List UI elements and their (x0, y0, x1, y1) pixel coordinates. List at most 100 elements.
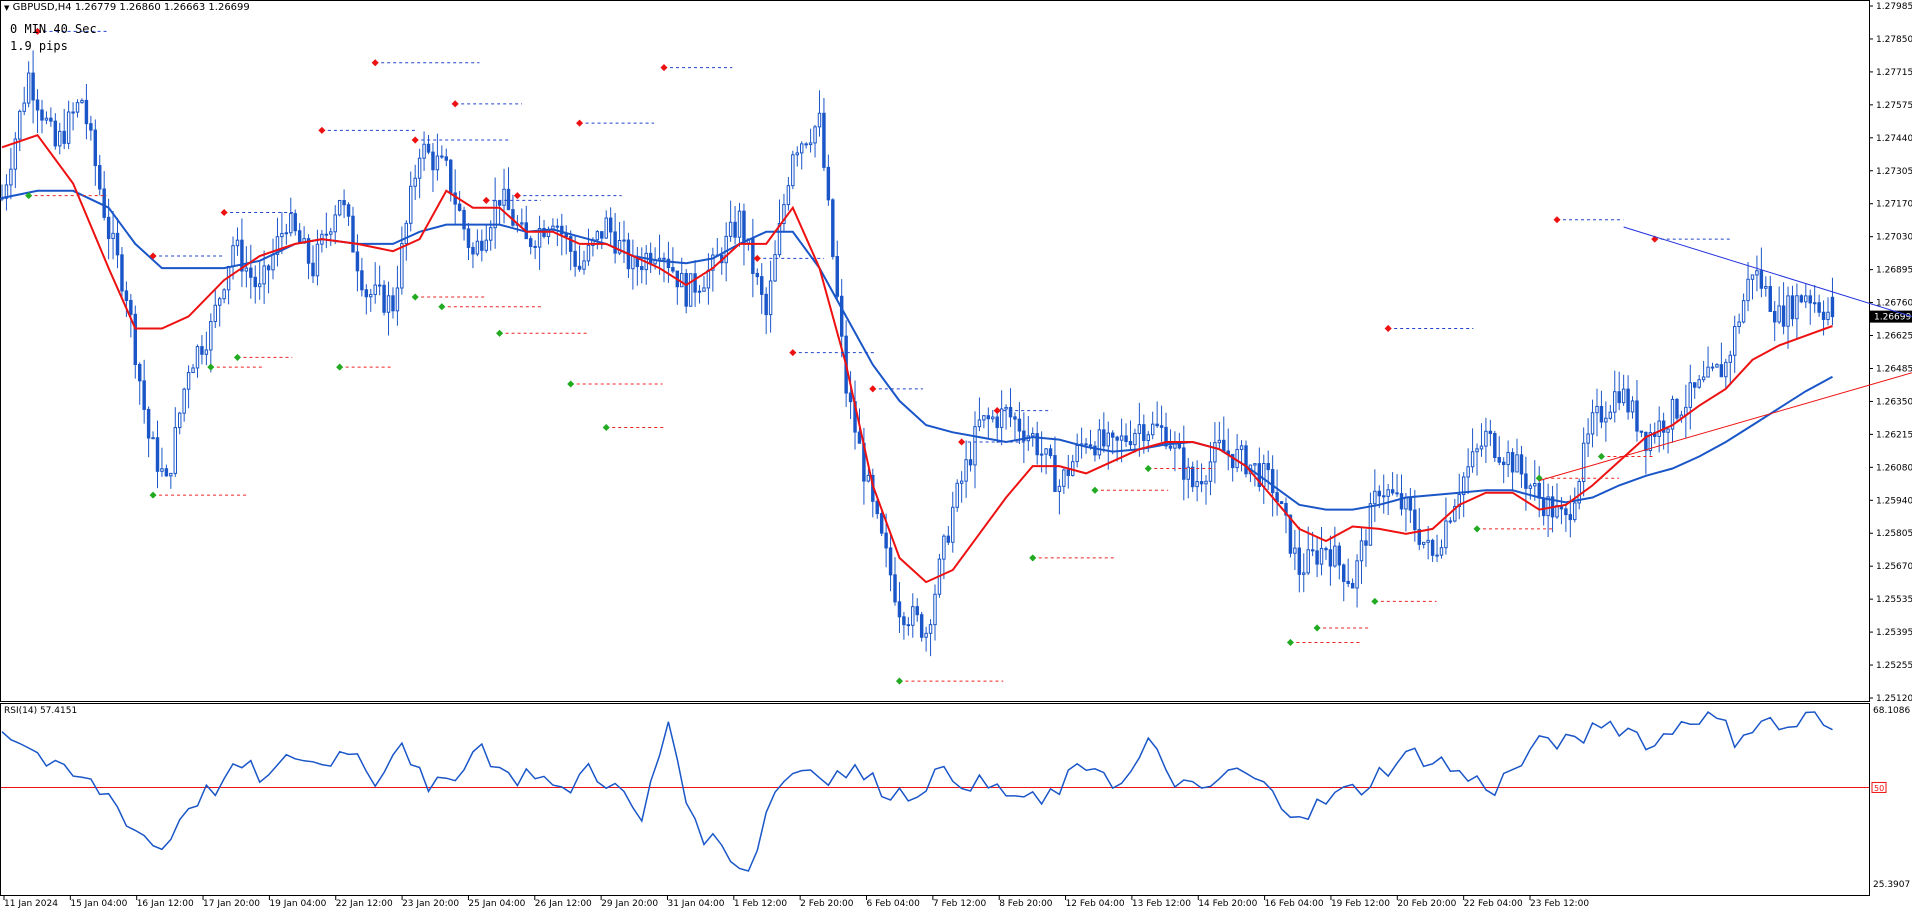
candle-bear (946, 535, 951, 543)
candle-bull (58, 130, 62, 147)
candle-bull (1528, 485, 1533, 489)
candle-bear (240, 239, 244, 272)
candle-bull (231, 245, 235, 268)
candle-bear (511, 209, 515, 226)
candle-bull (1057, 485, 1062, 492)
candle-bull (1484, 430, 1488, 447)
candle-bull (795, 152, 799, 156)
time-tick-label: 26 Jan 12:00 (535, 899, 592, 909)
swing-markers (25, 27, 1732, 685)
symbol-ohlc-line: GBPUSD,H4 1.26779 1.26860 1.26663 1.2669… (12, 2, 250, 13)
candle-bear (1168, 445, 1173, 449)
candle-bear (1719, 364, 1724, 378)
candle-bear (1115, 436, 1119, 441)
time-tick-label: 31 Jan 04:00 (667, 899, 724, 909)
candle-bear (142, 380, 146, 410)
candle-bull (1444, 520, 1448, 549)
swing-high-marker (451, 100, 459, 108)
candle-bull (1075, 445, 1079, 463)
candle-bear (1284, 502, 1288, 516)
candle-bull (1306, 549, 1310, 574)
candle-bear (1093, 445, 1097, 456)
candle-bull (773, 254, 777, 282)
candle-bear (1022, 430, 1026, 442)
candle-bear (146, 408, 151, 439)
candle-bull (1581, 442, 1586, 482)
candle-bear (1337, 545, 1342, 566)
candle-bull (1146, 434, 1150, 442)
candle-bear (449, 159, 453, 194)
candle-bull (1804, 295, 1808, 303)
candle-bull (1386, 489, 1390, 497)
candle-bull (1404, 497, 1408, 510)
candle-bull (595, 231, 600, 241)
candle-bear (1817, 302, 1821, 313)
candle-bear (760, 276, 764, 295)
candle-bear (293, 213, 297, 232)
time-tick-label: 11 Jan 2024 (4, 899, 58, 909)
candle-bear (106, 216, 111, 239)
candle-bull (813, 126, 817, 144)
swing-low-marker (895, 677, 903, 685)
candle-bear (53, 120, 58, 147)
candle-bear (1395, 492, 1399, 495)
candle-bear (377, 284, 382, 287)
candle-bull (1204, 480, 1208, 485)
candle-bear (1350, 582, 1355, 589)
candle-bull (1666, 428, 1670, 433)
collapse-triangle-icon[interactable]: ▼ (4, 4, 10, 12)
candle-bull (1208, 461, 1213, 482)
candle-bull (1239, 445, 1244, 450)
candle-bull (866, 474, 871, 482)
candle-bull (808, 142, 813, 146)
candle-bull (271, 253, 275, 271)
candle-bear (560, 225, 564, 235)
candle-bull (942, 535, 946, 560)
candle-bull (324, 233, 329, 236)
candle-bear (1497, 456, 1501, 463)
price-tick-label: 1.25120 (1876, 694, 1912, 704)
candle-bull (9, 168, 13, 186)
candle-bear (1128, 440, 1133, 446)
candle-bear (1524, 473, 1528, 489)
swing-low-marker (233, 353, 242, 361)
candle-bull (1604, 417, 1608, 423)
candle-bear (1035, 433, 1039, 456)
candle-bear (133, 313, 138, 365)
candle-bear (1768, 286, 1772, 312)
swing-high-marker (482, 196, 490, 204)
candle-bull (484, 239, 488, 251)
candle-bull (1426, 539, 1430, 543)
candle-bull (1448, 520, 1453, 523)
candle-bear (35, 99, 40, 111)
candle-bull (728, 221, 733, 237)
candle-bull (66, 111, 71, 144)
ma-fast-line (1, 134, 1833, 584)
candle-bull (951, 506, 955, 543)
candle-bear (875, 500, 879, 515)
trendlines[interactable] (1539, 226, 1912, 482)
candle-bull (1453, 506, 1457, 522)
candle-bear (879, 513, 884, 534)
candle-bull (1648, 432, 1653, 452)
candle-bear (120, 254, 124, 292)
candle-bear (364, 289, 369, 298)
candle-bull (1293, 547, 1297, 554)
price-tick-label: 1.25805 (1876, 529, 1912, 539)
time-axis: 11 Jan 2024 15 Jan 04:00 16 Jan 12:00 17 Ja… (3, 896, 1589, 909)
candle-bull (1319, 547, 1324, 565)
candle-bull (262, 265, 266, 285)
candle-bear (1190, 466, 1195, 488)
candle-bear (31, 72, 35, 101)
candle-bear (342, 200, 346, 206)
candle-bull (1533, 483, 1537, 487)
time-tick-label: 16 Feb 04:00 (1265, 899, 1324, 909)
candle-bull (217, 298, 222, 306)
candle-bear (124, 290, 129, 301)
rsi-max-label: 68.1086 (1873, 706, 1911, 716)
candle-bull (275, 236, 280, 255)
candle-bull (195, 346, 200, 369)
candle-bear (684, 272, 688, 307)
price-tick-label: 1.25395 (1876, 628, 1912, 638)
